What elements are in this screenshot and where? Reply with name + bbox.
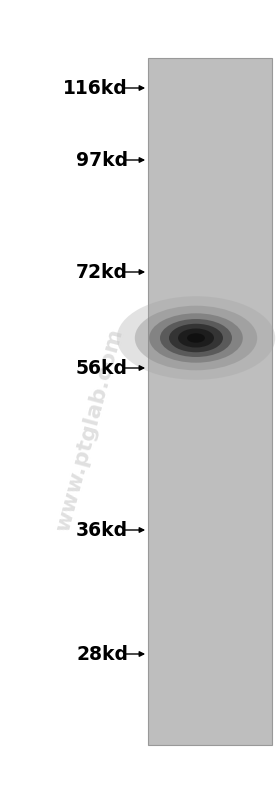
Bar [148, 58, 272, 745]
Ellipse shape [160, 319, 232, 357]
Ellipse shape [149, 313, 243, 363]
Ellipse shape [178, 328, 214, 348]
Ellipse shape [187, 333, 205, 343]
Text: 116kd: 116kd [63, 78, 128, 97]
Ellipse shape [169, 324, 223, 352]
Text: 56kd: 56kd [76, 359, 128, 377]
Text: www.ptglab.com: www.ptglab.com [53, 326, 127, 534]
Ellipse shape [135, 306, 257, 370]
Text: 28kd: 28kd [76, 645, 128, 663]
Ellipse shape [117, 296, 275, 380]
Text: 36kd: 36kd [76, 520, 128, 539]
Text: 72kd: 72kd [76, 263, 128, 281]
Text: 97kd: 97kd [76, 150, 128, 169]
